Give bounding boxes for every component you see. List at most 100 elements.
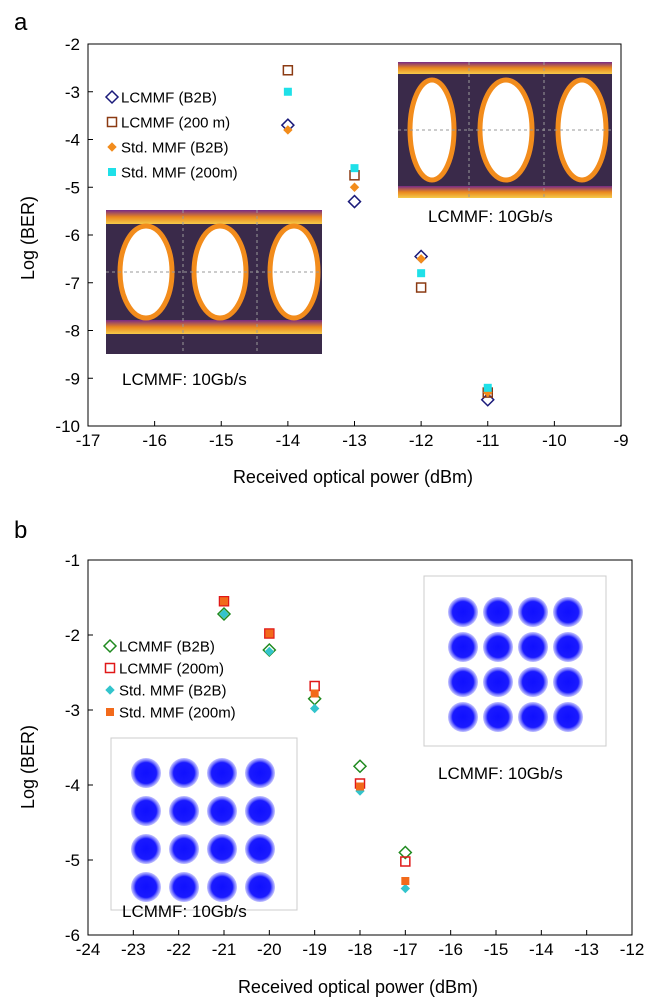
constellation-point [448,597,478,627]
x-tick-label: -24 [76,940,101,959]
constellation-point [553,702,583,732]
y-tick-label: -4 [65,131,80,150]
constellation-point [518,597,548,627]
constellation-point [169,872,199,902]
data-point [483,383,492,392]
panel-b: b LCMMF: 10Gb/s LCMMF: 10Gb/s -24 -23 -22-… [14,517,644,997]
eye-diagram-inset [104,206,326,356]
constellation-point [245,834,275,864]
x-tick-label: -19 [302,940,327,959]
legend-marker [108,168,116,176]
x-tick-label: -17 [76,431,101,450]
constellation-point [207,872,237,902]
x-tick-label: -15 [209,431,234,450]
y-tick-label: -6 [65,226,80,245]
data-point [400,883,411,894]
constellation-inset [110,737,298,911]
constellation-point [483,597,513,627]
data-point [219,609,229,619]
x-tick-label: -17 [393,940,418,959]
legend-label: Std. MMF (B2B) [121,140,229,157]
legend-b: LCMMF (B2B) LCMMF (200m) Std. MMF (B2B) Std… [102,638,236,722]
data-point [310,689,319,698]
constellation-point [448,702,478,732]
legend-label: LCMMF (B2B) [121,90,217,107]
constellation-point [448,632,478,662]
y-tick-label: -10 [55,417,80,436]
x-tick-label: -11 [476,431,499,450]
constellation-point [207,834,237,864]
data-point [356,782,364,791]
legend-label: Std. MMF (200m) [119,705,236,722]
data-point [415,282,427,293]
constellation-point [131,796,161,826]
constellation-point [131,834,161,864]
x-tick-label: -10 [542,431,567,450]
constellation-point [483,632,513,662]
inset-caption: LCMMF: 10Gb/s [438,764,563,783]
constellation-point [518,702,548,732]
constellation-point [207,796,237,826]
data-point [349,170,360,181]
x-tick-label: -13 [342,431,367,450]
legend-a: LCMMF (B2B) LCMMF (200 m) Std. MMF (B2B) St… [104,90,238,182]
y-tick-label: -3 [65,83,80,102]
data-point [347,194,362,209]
x-tick-label: -16 [142,431,167,450]
x-axis-label: Received optical power (dBm) [233,467,473,487]
data-point [264,628,275,639]
x-tick-label: -16 [438,940,463,959]
legend-label: Std. MMF (B2B) [119,683,227,700]
y-tick-label: -5 [65,851,80,870]
y-tick-label: -8 [65,322,80,341]
data-point [401,877,410,885]
data-point [416,254,426,264]
x-tick-label: -13 [574,940,599,959]
data-point [216,606,232,622]
x-tick-label: -14 [276,431,301,450]
x-tick-label: -9 [613,431,628,450]
constellation-point [245,758,275,788]
constellation-inset [423,575,607,747]
y-tick-label: -7 [65,274,80,293]
constellation-point [483,667,513,697]
y-tick-label: -6 [65,926,80,945]
legend-marker [106,116,118,128]
legend-marker [104,662,116,674]
y-tick-label: -5 [65,178,80,197]
constellation-point [169,758,199,788]
constellation-point [518,632,548,662]
legend-label: LCMMF (200 m) [121,115,230,132]
data-point [309,680,320,692]
x-axis-label: Received optical power (dBm) [238,977,478,997]
constellation-point [518,667,548,697]
legend-marker [105,685,115,695]
data-point [283,87,292,96]
legend-label: LCMMF (200m) [119,661,224,678]
x-tick-label: -18 [348,940,373,959]
data-point [400,856,411,867]
y-axis-label: Log (BER) [18,196,38,280]
data-point [350,164,359,173]
legend-marker [102,638,118,654]
x-tick-label: -23 [121,940,146,959]
data-point [220,597,228,606]
data-point [309,703,320,714]
constellation-point [207,758,237,788]
data-point [218,596,230,607]
data-point [264,646,275,657]
x-tick-label: -22 [166,940,191,959]
x-tick-label: -20 [257,940,282,959]
constellation-point [131,872,161,902]
inset-caption: LCMMF: 10Gb/s [122,902,247,921]
panel-label-a: a [14,9,28,36]
constellation-point [483,702,513,732]
constellation-point [245,872,275,902]
constellation-point [169,834,199,864]
eye-diagram-inset [396,60,618,204]
data-point [398,845,413,860]
constellation-point [553,667,583,697]
data-point [417,269,426,278]
x-tick-label: -12 [409,431,434,450]
data-point [349,182,360,192]
